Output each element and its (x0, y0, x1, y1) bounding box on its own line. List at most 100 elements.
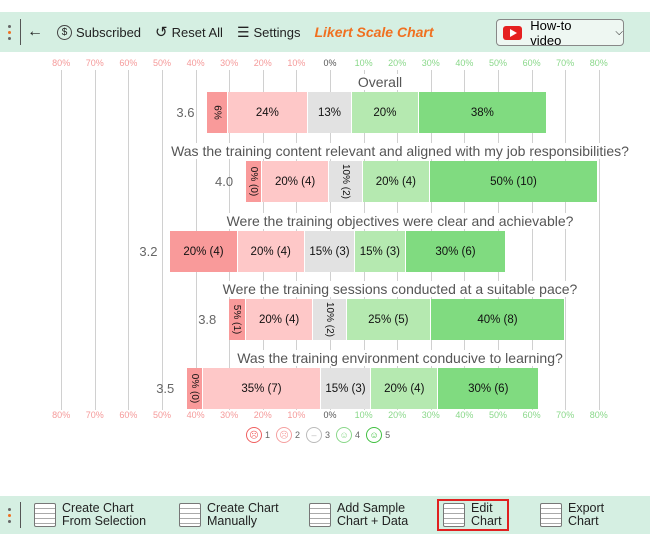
axis-tick-top: 10% (354, 58, 373, 68)
gridline (531, 70, 533, 410)
face-icon-4: ☺ (336, 427, 353, 443)
axis-tick-top: 50% (152, 58, 172, 68)
segment-label: 38% (470, 106, 494, 119)
bar-segment-1: 0% (0) (187, 368, 204, 409)
bar-segment-3: 13% (308, 92, 352, 133)
how-to-label: How-to video (530, 17, 572, 48)
axis-tick-top: 20% (253, 58, 272, 68)
add-sample-chart-button[interactable]: Add Sample Chart + Data (309, 500, 408, 530)
axis-tick-top: 20% (388, 58, 407, 68)
create-chart-from-selection-button[interactable]: Create Chart From Selection (34, 500, 146, 530)
bar-segment-5: 38% (419, 92, 547, 133)
axis-tick-bottom: 80% (589, 410, 608, 420)
bar-segment-3: 10% (2) (329, 161, 363, 202)
segment-label: 35% (7) (241, 382, 282, 395)
axis-tick-top: 50% (488, 58, 508, 68)
axis-tick-bottom: 30% (421, 410, 440, 420)
legend-label: 1 (265, 430, 271, 440)
label-line: Export (568, 501, 605, 515)
chevron-down-icon: ⌵ (615, 27, 623, 38)
export-icon (540, 503, 562, 527)
arrow-left-icon: ← (27, 23, 43, 40)
bar-segment-2: 20% (4) (262, 161, 330, 202)
axis-tick-bottom: 60% (119, 410, 138, 420)
axis-tick-bottom: 60% (522, 410, 541, 420)
face-icon-3: – (306, 427, 323, 443)
label-line: Chart + Data (337, 514, 409, 528)
axis-tick-top: 70% (556, 58, 575, 68)
bar-segment-2: 20% (4) (237, 231, 305, 272)
axis-tick-top: 40% (455, 58, 474, 68)
axis-tick-bottom: 0% (323, 410, 337, 420)
label-line: Manually (207, 514, 258, 528)
axis-tick-top: 80% (52, 58, 71, 68)
bar-segment-1: 5% (1) (229, 299, 246, 340)
reset-label: Reset All (171, 24, 223, 40)
export-chart-button[interactable]: Export Chart (540, 500, 604, 530)
face-icon-5: ☺ (366, 427, 383, 443)
bar-segment-3: 10% (2) (313, 299, 347, 340)
segment-label: 50% (10) (490, 175, 537, 188)
bar-segment-4: 20% (351, 92, 420, 133)
app-title: Likert Scale Chart (314, 24, 434, 40)
axis-tick-bottom: 20% (253, 410, 272, 420)
gridline (94, 70, 96, 410)
axis-tick-top: 70% (85, 58, 104, 68)
gridline (128, 70, 130, 410)
legend-label: 5 (385, 430, 391, 440)
segment-label: 15% (3) (309, 245, 350, 258)
bar-segment-2: 20% (4) (246, 299, 314, 340)
settings-button[interactable]: ☰ Settings (237, 24, 301, 41)
reset-all-button[interactable]: ↺ Reset All (155, 23, 223, 41)
bar-segment-2: 35% (7) (203, 368, 321, 409)
how-to-video-dropdown[interactable]: How-to video ⌵ (496, 17, 624, 48)
dollar-circle-icon: $ (57, 24, 72, 40)
axis-tick-top: 40% (186, 58, 205, 68)
subscribed-label: Subscribed (76, 24, 142, 40)
top-toolbar: ← $ Subscribed ↺ Reset All ☰ Settings Liker… (0, 12, 650, 52)
bar-segment-5: 50% (10) (430, 161, 598, 202)
divider (20, 19, 21, 45)
axis-tick-top: 0% (323, 58, 337, 68)
axis-tick-top: 30% (421, 58, 440, 68)
bar-segment-3: 15% (3) (320, 368, 372, 409)
axis-tick-bottom: 30% (220, 410, 239, 420)
reset-icon: ↺ (155, 24, 168, 41)
form-icon (179, 503, 201, 527)
likert-chart: 80% 80% 70% 70% 60% 60% 50% 50% 40% 40% 30% 30% 20% 2… (0, 52, 650, 496)
segment-label: 15% (3) (359, 245, 401, 258)
question-label: Overall (357, 74, 403, 90)
bar-segment-2: 24% (227, 92, 309, 133)
subscribed-button[interactable]: $ Subscribed (57, 24, 142, 40)
label-line: Add Sample (337, 501, 406, 515)
question-label: Were the training sessions conducted at … (222, 281, 578, 297)
bar-segment-4: 25% (5) (346, 299, 431, 340)
bar-segment-5: 30% (6) (405, 231, 507, 272)
bar-segment-5: 30% (6) (438, 368, 540, 409)
segment-label: 30% (6) (435, 245, 476, 258)
label-line: Create Chart (207, 501, 279, 515)
segment-label: 0% (0) (189, 373, 201, 404)
create-chart-manually-button[interactable]: Create Chart Manually (179, 500, 279, 530)
legend-label: 3 (325, 430, 331, 440)
table-icon (34, 503, 56, 527)
segment-label: 24% (255, 106, 279, 119)
back-button[interactable]: ← (27, 23, 43, 41)
segment-label: 20% (4) (183, 245, 224, 258)
bar-segment-1: 20% (4) (170, 231, 238, 272)
edit-chart-button[interactable]: Edit Chart (437, 499, 509, 531)
gridline (162, 70, 163, 410)
legend-label: 2 (295, 430, 301, 440)
bottom-toolbar: Create Chart From Selection Create Chart M… (0, 496, 650, 534)
segment-label: 15% (3) (325, 382, 366, 395)
menu-dots-icon[interactable] (4, 507, 14, 523)
segment-label: 13% (317, 106, 341, 119)
face-icon-2: ☹ (276, 427, 293, 443)
average-label: 3.6 (176, 105, 195, 120)
sliders-icon: ☰ (236, 23, 250, 40)
question-label: Were the training objectives were clear … (226, 213, 574, 229)
axis-tick-top: 60% (522, 58, 541, 68)
menu-dots-icon[interactable] (4, 24, 14, 40)
youtube-icon (503, 25, 523, 40)
gridline (61, 70, 63, 410)
